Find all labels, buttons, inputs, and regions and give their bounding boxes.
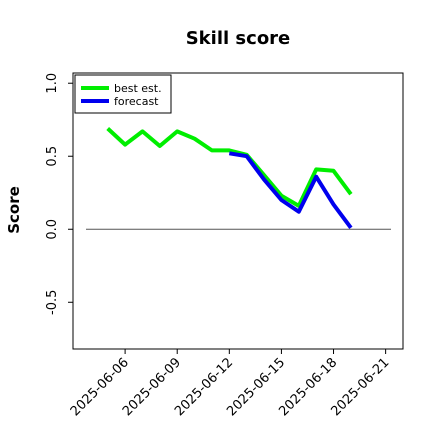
legend-box [74, 74, 172, 114]
y-tick-label: 0.5 [45, 146, 60, 167]
y-tick-label: 1.0 [45, 73, 60, 94]
legend-label-best-est: best est. [114, 82, 162, 95]
y-tick-label: 0.0 [45, 219, 60, 240]
legend-label-forecast: forecast [114, 95, 159, 108]
chart-title: Skill score [186, 28, 291, 49]
plot-area [72, 72, 404, 350]
series-line-best-est [106, 127, 353, 208]
y-tick-label: -0.5 [45, 290, 60, 315]
y-axis-label: Score [5, 186, 23, 234]
series-line-forecast [228, 151, 353, 229]
legend: best est. forecast [74, 74, 172, 114]
